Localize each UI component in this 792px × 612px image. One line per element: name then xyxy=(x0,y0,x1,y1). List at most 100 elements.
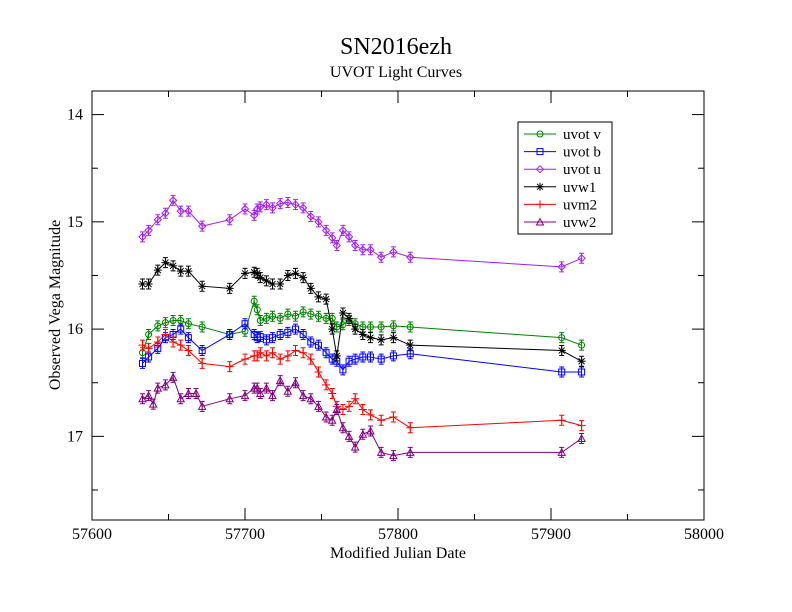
data-point xyxy=(332,404,342,414)
data-point xyxy=(339,366,347,374)
data-point xyxy=(241,355,249,364)
data-point xyxy=(327,415,337,424)
data-point xyxy=(322,380,331,389)
data-point xyxy=(256,317,264,325)
data-point xyxy=(241,269,249,278)
data-point xyxy=(184,267,193,276)
data-point xyxy=(322,295,331,304)
data-point xyxy=(298,391,308,400)
data-point xyxy=(161,330,170,339)
series-uvot-u xyxy=(138,194,586,273)
data-point xyxy=(389,451,398,460)
data-point xyxy=(299,330,307,338)
data-point xyxy=(241,320,249,328)
x-tick-label: 58000 xyxy=(684,526,724,543)
data-point xyxy=(144,226,153,235)
data-point xyxy=(153,383,163,392)
data-point xyxy=(350,442,360,451)
series-uvot-b xyxy=(138,318,586,378)
data-point xyxy=(406,341,415,350)
data-point xyxy=(345,314,354,323)
data-point xyxy=(377,355,385,363)
data-point xyxy=(253,204,262,214)
data-point xyxy=(389,247,398,257)
data-point xyxy=(168,196,178,205)
data-point xyxy=(314,217,323,227)
data-point xyxy=(344,431,354,440)
data-point xyxy=(328,314,336,322)
data-point xyxy=(283,198,293,207)
data-point xyxy=(338,405,347,414)
data-point xyxy=(176,341,185,350)
data-point xyxy=(376,253,386,262)
data-point xyxy=(577,254,586,263)
data-point xyxy=(578,341,586,349)
data-point xyxy=(148,399,158,408)
data-point xyxy=(557,262,566,272)
data-point xyxy=(314,367,323,376)
data-point xyxy=(350,241,360,250)
series-line-uvot-v xyxy=(142,299,582,353)
legend-marker-uvot-v xyxy=(536,130,544,138)
data-point xyxy=(328,233,337,243)
data-point xyxy=(269,334,277,342)
data-point xyxy=(255,388,265,397)
x-axis-ticks: 57600 57700 57800 57900 58000 xyxy=(72,91,724,543)
x-tick-label: 57800 xyxy=(378,526,418,543)
data-point xyxy=(198,282,207,291)
data-point xyxy=(557,346,566,355)
legend-marker-uvw1 xyxy=(536,182,544,191)
data-point xyxy=(184,320,192,328)
legend-label-uvot-u: uvot u xyxy=(563,162,601,178)
data-point xyxy=(366,245,375,254)
data-point xyxy=(198,359,207,368)
data-point xyxy=(351,394,360,403)
data-point xyxy=(366,353,374,361)
data-point xyxy=(332,351,341,360)
data-point xyxy=(306,394,316,403)
series-uvot-v xyxy=(138,295,586,359)
data-point xyxy=(406,253,415,262)
data-point xyxy=(138,341,147,350)
data-point xyxy=(359,353,367,361)
data-point xyxy=(184,388,193,397)
y-tick-label: 17 xyxy=(67,428,83,445)
data-point xyxy=(314,292,323,301)
legend-label-uvot-b: uvot b xyxy=(563,145,601,161)
x-axis-label: Modified Julian Date xyxy=(330,545,466,562)
data-point xyxy=(177,325,185,333)
y-axis-label: Observed Vega Magnitude xyxy=(47,220,64,390)
data-point xyxy=(275,376,285,385)
data-point xyxy=(256,348,265,357)
x-tick-label: 57900 xyxy=(531,526,571,543)
data-point xyxy=(138,280,147,289)
data-point xyxy=(314,312,322,320)
data-point xyxy=(291,312,299,320)
data-point xyxy=(262,276,271,285)
data-point xyxy=(307,310,315,318)
data-point xyxy=(225,394,235,403)
data-point xyxy=(276,314,284,322)
data-point xyxy=(268,280,277,289)
data-point xyxy=(250,297,258,305)
data-point xyxy=(338,226,348,235)
series-line-uvot-b xyxy=(142,323,582,373)
data-point xyxy=(240,204,250,214)
data-point xyxy=(268,348,277,357)
data-point xyxy=(184,206,193,216)
data-point xyxy=(144,280,153,289)
data-point xyxy=(578,368,586,376)
data-point xyxy=(338,423,348,432)
data-point xyxy=(577,421,586,430)
data-point xyxy=(376,447,386,456)
data-point xyxy=(198,323,206,331)
legend-marker-uvot-b xyxy=(536,148,544,156)
data-point xyxy=(276,355,285,364)
data-point xyxy=(321,226,331,235)
data-point xyxy=(332,241,342,250)
chart-subtitle: UVOT Light Curves xyxy=(330,64,462,81)
legend-label-uvw1: uvw1 xyxy=(563,180,596,196)
series-line-uvw2 xyxy=(142,376,582,457)
data-point xyxy=(169,261,178,270)
data-point xyxy=(250,268,259,277)
